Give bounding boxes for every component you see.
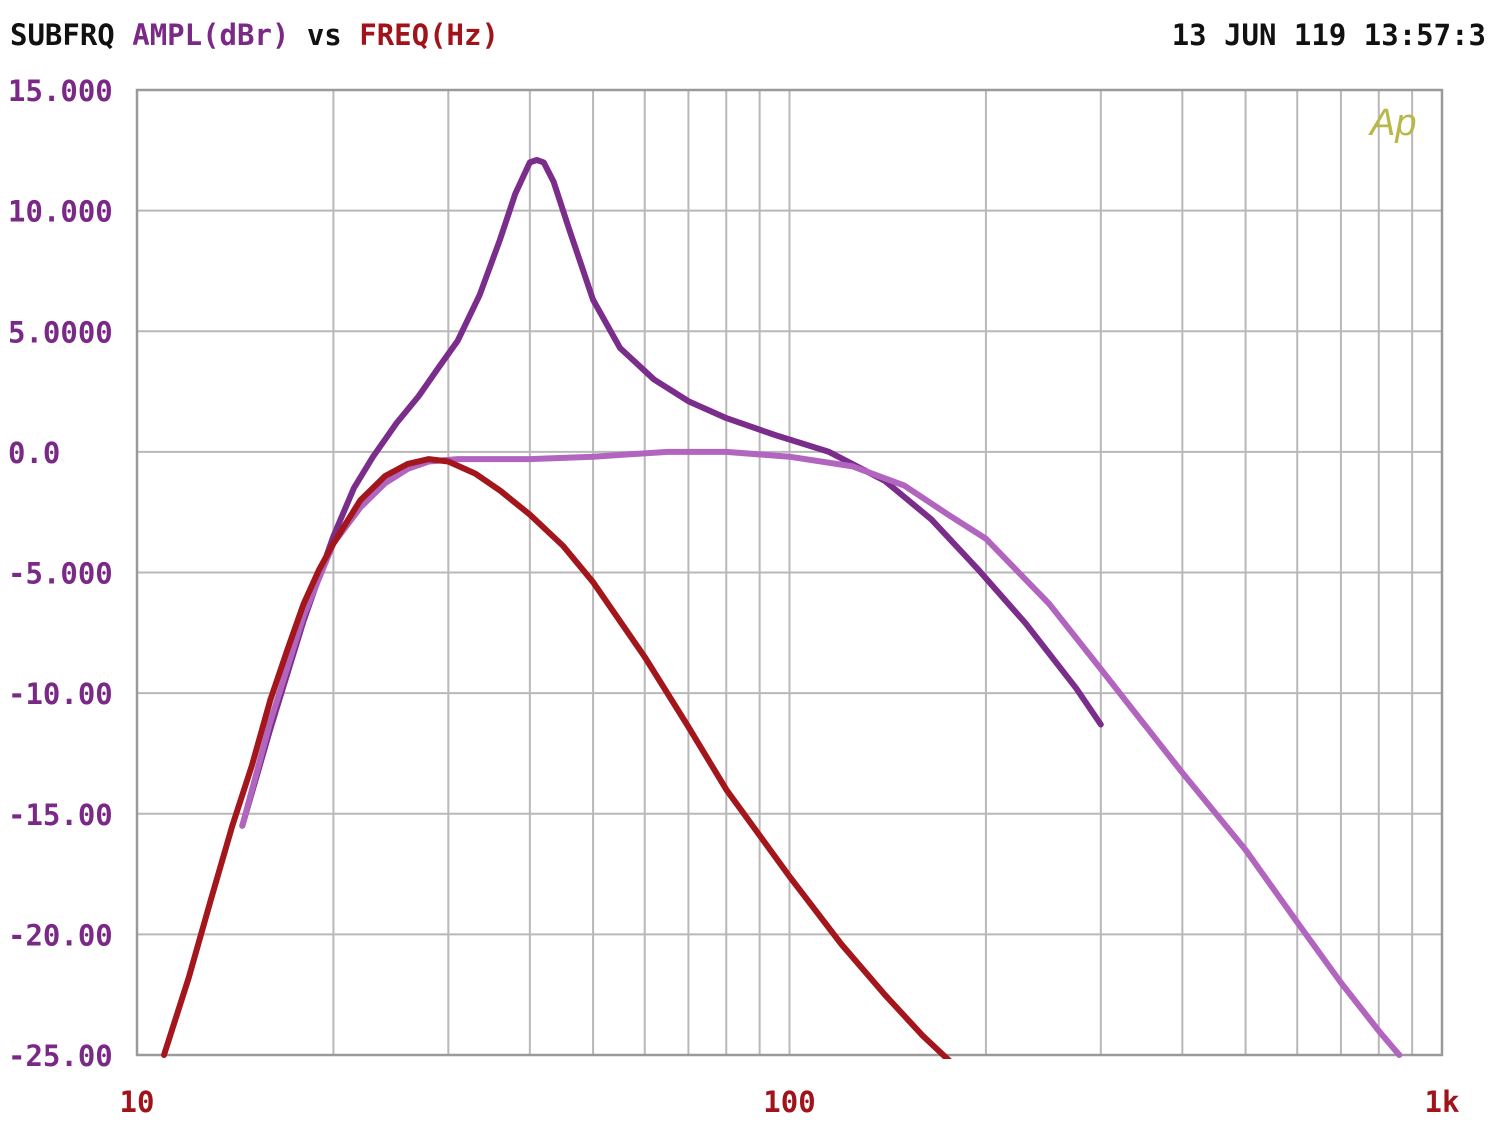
plot-frame [135,88,1444,1057]
series-layer [161,157,1403,1059]
y-tick-label: 15.000 [8,74,113,108]
y-tick-label: -20.00 [8,918,113,952]
y-tick-label: 10.000 [8,195,113,229]
y-tick-label: -25.00 [8,1039,113,1073]
ap-logo: Ap [1368,102,1416,144]
series-line-2 [239,448,1403,1058]
chart-title: SUBFRQ [10,18,115,52]
y-tick-label: -10.00 [8,677,113,711]
x-tick-label: 1k [1425,1085,1460,1119]
timestamp: 13 JUN 119 13:57:3 [1171,18,1486,52]
y-tick-label: -15.00 [8,798,113,832]
y-tick-label: -5.000 [8,557,113,591]
chart-title-line: SUBFRQ AMPL(dBr) vs FREQ(Hz) [10,18,499,52]
x-tick-label: 10 [120,1085,155,1119]
vs-label: vs [306,18,342,52]
y-quantity-label: AMPL(dBr) [132,18,290,52]
series-line-3 [161,456,952,1059]
grid [135,88,1444,1057]
y-tick-label: 0.0 [8,436,60,470]
y-tick-label: 5.0000 [8,315,113,349]
x-quantity-label: FREQ(Hz) [359,18,499,52]
chart-header: SUBFRQ AMPL(dBr) vs FREQ(Hz) 13 JUN 119 … [10,18,1490,58]
x-tick-label: 100 [763,1085,815,1119]
tick-labels: 15.000 10.000 5.0000 0.0 -5.000 -10.00 -15.00 -… [8,74,1459,1119]
